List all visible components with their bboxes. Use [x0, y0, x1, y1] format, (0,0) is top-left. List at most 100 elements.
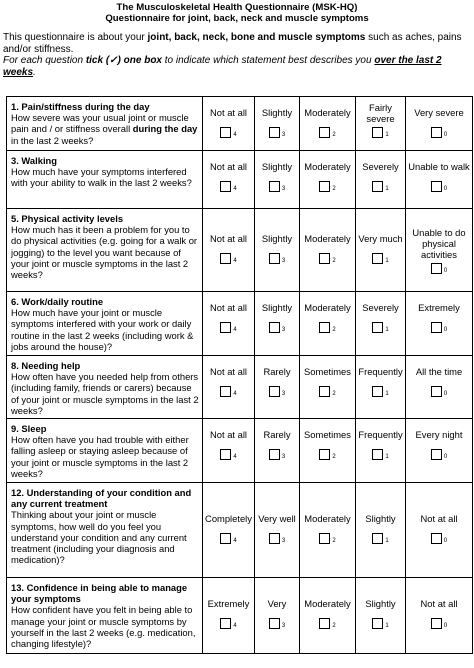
option-cell: Not at all 0 [405, 482, 473, 579]
option-cell: Moderately 2 [299, 208, 356, 292]
option-score: 4 [233, 327, 237, 333]
option-cell: Not at all 4 [202, 418, 255, 484]
option-checkbox[interactable] [430, 533, 442, 545]
option-checkbox[interactable] [220, 533, 232, 545]
option-score: 3 [281, 327, 286, 333]
option-label: Not at all [420, 598, 458, 610]
question-title: 13. Confidence in being able to manage y… [11, 582, 188, 605]
option-checkbox[interactable] [220, 253, 232, 264]
option-cell: Slightly 1 [355, 577, 406, 655]
option-checkbox[interactable] [220, 618, 232, 630]
option-cell: Not at all 4 [202, 96, 255, 151]
option-checkbox[interactable] [268, 533, 280, 545]
question-row: 5. Physical activity levels How much has … [6, 208, 473, 292]
option-cell: Sometimes 2 [299, 418, 356, 484]
option-checkbox[interactable] [430, 449, 442, 461]
option-checkbox[interactable] [319, 322, 331, 333]
instruction-emph: over the last 2 weeks [3, 55, 442, 78]
option-checkbox[interactable] [430, 322, 442, 333]
instruction-tick: tick (✓) one box [85, 55, 162, 66]
option-cell: Unable to do physical activities 0 [405, 208, 473, 292]
question-text-main: How much have your symptoms interfered w… [11, 166, 192, 189]
option-checkbox[interactable] [268, 127, 280, 138]
option-score: 3 [281, 391, 286, 397]
option-checkbox[interactable] [319, 181, 331, 192]
question-text: How severe was your usual joint or muscl… [11, 112, 199, 146]
option-label: Fairly severe [366, 101, 395, 124]
option-cell: Moderately 2 [299, 96, 356, 151]
option-checkbox[interactable] [319, 618, 331, 630]
question-text-main: How severe was your usual joint or muscl… [11, 112, 189, 135]
option-checkbox[interactable] [319, 127, 331, 138]
option-checkbox[interactable] [220, 449, 232, 461]
option-checkbox[interactable] [372, 386, 384, 397]
option-checkbox[interactable] [319, 449, 331, 461]
option-checkbox[interactable] [319, 533, 331, 545]
option-cell: All the time 0 [405, 354, 473, 420]
option-score: 1 [385, 454, 389, 461]
option-checkbox[interactable] [220, 386, 232, 397]
option-checkbox[interactable] [430, 262, 442, 274]
option-checkbox[interactable] [430, 181, 442, 192]
option-checkbox[interactable] [372, 127, 384, 138]
question-text-main: How much have your joint or muscle sympt… [11, 307, 194, 352]
option-checkbox[interactable] [268, 322, 280, 333]
option-checkbox[interactable] [430, 386, 442, 397]
option-label: Very severe [414, 107, 464, 119]
option-cell: Very much 1 [355, 208, 406, 292]
option-cell: Moderately 2 [299, 482, 356, 579]
option-score: 1 [385, 132, 389, 138]
option-score: 1 [385, 258, 389, 264]
option-checkbox[interactable] [372, 618, 384, 630]
option-checkbox[interactable] [268, 386, 280, 397]
option-checkbox[interactable] [268, 618, 280, 630]
option-score: 2 [332, 538, 336, 545]
option-checkbox[interactable] [372, 253, 384, 264]
option-checkbox[interactable] [430, 618, 442, 630]
question-text: How much have your joint or muscle sympt… [11, 307, 199, 352]
option-label: Every night [415, 429, 463, 441]
option-checkbox[interactable] [430, 127, 442, 138]
question-row: 1. Pain/stiffness during the day How seve… [6, 96, 473, 151]
option-label: Unable to walk [408, 161, 470, 173]
question-text: How often have you had trouble with eith… [11, 434, 199, 479]
option-cell: Frequently 1 [355, 354, 406, 420]
option-score: 1 [385, 538, 389, 545]
option-cell: Slightly 3 [254, 208, 300, 292]
option-label: Not at all [210, 302, 247, 314]
option-checkbox[interactable] [220, 322, 232, 333]
question-cell: 1. Pain/stiffness during the day How seve… [6, 96, 203, 151]
option-checkbox[interactable] [220, 181, 232, 192]
option-cell: Not at all 0 [405, 577, 473, 655]
option-checkbox[interactable] [319, 386, 331, 397]
option-cell: Sometimes 2 [299, 354, 356, 420]
question-title: 5. Physical activity levels [11, 213, 124, 224]
question-title: 1. Pain/stiffness during the day [11, 101, 150, 112]
option-score: 2 [332, 186, 336, 192]
option-label: Rarely [263, 429, 291, 441]
option-label: Completely [205, 513, 252, 525]
option-cell: Moderately 2 [299, 291, 356, 356]
option-label: Sometimes [304, 366, 351, 378]
option-score: 1 [385, 623, 389, 630]
option-checkbox[interactable] [372, 322, 384, 333]
option-score: 2 [332, 623, 336, 630]
question-row: 13. Confidence in being able to manage y… [6, 577, 473, 655]
option-checkbox[interactable] [372, 533, 384, 545]
option-checkbox[interactable] [372, 181, 384, 192]
option-label: Frequently [358, 429, 403, 441]
option-cell: Very well 3 [254, 482, 300, 579]
option-score: 3 [281, 258, 286, 264]
option-score: 0 [443, 623, 448, 630]
option-checkbox[interactable] [268, 449, 280, 461]
option-checkbox[interactable] [372, 449, 384, 461]
option-cell: Slightly 3 [254, 96, 300, 151]
option-checkbox[interactable] [220, 127, 232, 138]
option-checkbox[interactable] [268, 253, 280, 264]
question-text-bold: during the day [132, 123, 198, 135]
instruction-suffix: . [33, 66, 36, 78]
option-checkbox[interactable] [268, 181, 280, 192]
option-checkbox[interactable] [319, 253, 331, 264]
option-label: Slightly [261, 233, 293, 245]
